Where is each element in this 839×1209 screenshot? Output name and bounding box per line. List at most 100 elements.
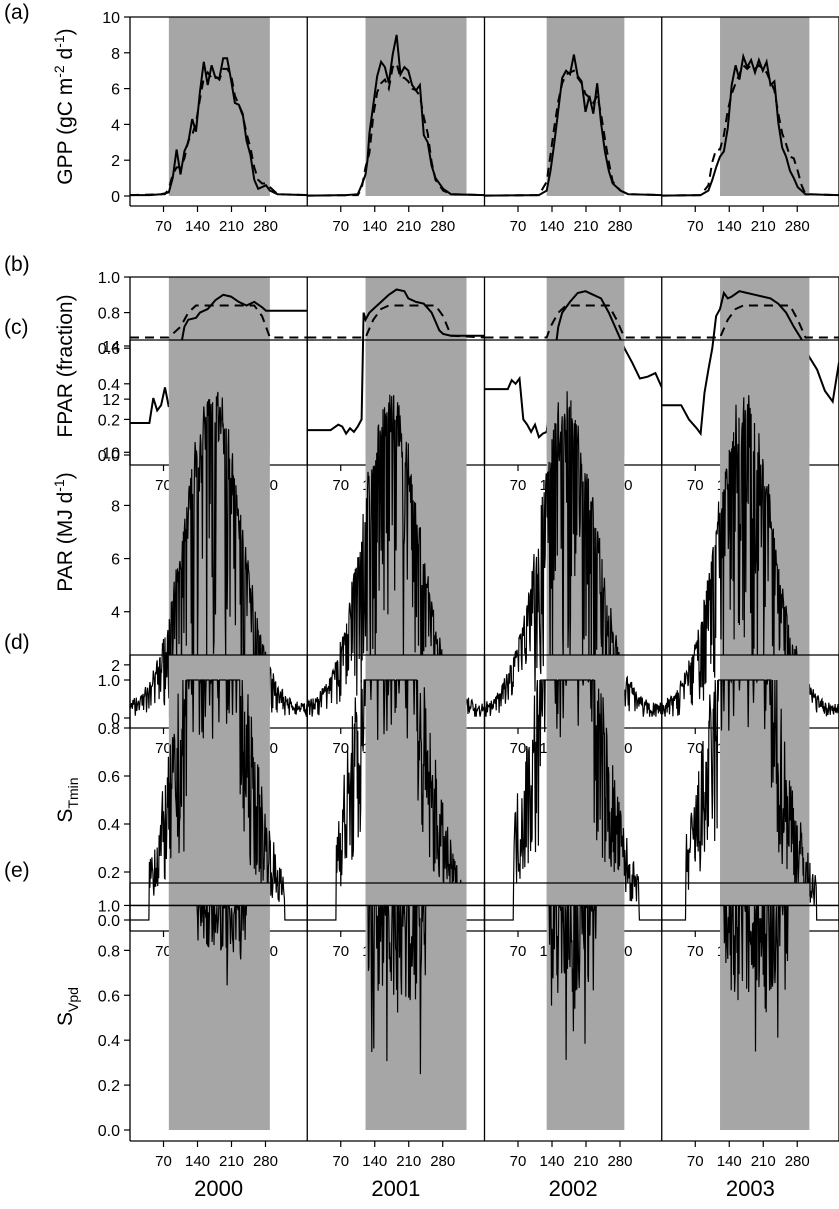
y-tick-label: 6 xyxy=(111,82,120,99)
growing-season-shade xyxy=(365,655,467,920)
dashed-series-line-2000 xyxy=(129,67,308,197)
solid-series-line-2000 xyxy=(130,679,308,921)
x-tick-label: 70 xyxy=(332,477,349,494)
x-tick-label: 280 xyxy=(430,1153,455,1170)
y-tick-label: 0.6 xyxy=(98,988,120,1005)
year-label-2000: 2000 xyxy=(194,1176,243,1201)
x-tick-label: 140 xyxy=(539,218,564,235)
solid-series-line-2003 xyxy=(661,679,839,921)
x-tick-label: 70 xyxy=(332,1153,349,1170)
x-tick-label: 70 xyxy=(510,218,527,235)
panel-letter: (a) xyxy=(4,1,30,24)
y-tick-label: 0.2 xyxy=(98,412,120,429)
y-tick-label: 0.8 xyxy=(98,721,120,738)
y-tick-label: 1.0 xyxy=(98,673,120,690)
x-tick-label: 70 xyxy=(687,218,704,235)
solid-series-line-2003 xyxy=(661,52,839,197)
x-tick-label: 140 xyxy=(717,1153,742,1170)
x-tick-label: 70 xyxy=(687,477,704,494)
panel-4: 0.00.20.40.60.81.07014021028070140210280… xyxy=(4,631,839,960)
growing-season-shade xyxy=(365,17,467,196)
y-tick-label: 1.0 xyxy=(98,898,120,915)
dashed-series-line-2002 xyxy=(484,69,662,197)
y-tick-label: 0.0 xyxy=(98,1123,120,1140)
x-tick-label: 140 xyxy=(362,1153,387,1170)
y-tick-label: 10 xyxy=(102,10,120,27)
y-axis-label: FPAR (fraction) xyxy=(54,294,77,437)
x-tick-label: 140 xyxy=(717,218,742,235)
y-tick-label: 2 xyxy=(111,658,120,675)
y-tick-label: 8 xyxy=(111,498,120,515)
solid-series-line-2003 xyxy=(661,395,839,717)
x-tick-label: 70 xyxy=(510,1153,527,1170)
x-tick-label: 70 xyxy=(155,218,172,235)
solid-series-line-2001 xyxy=(307,34,485,197)
solid-series-line-2002 xyxy=(484,54,662,197)
y-axis-label: GPP (gC m-2 d-1) xyxy=(51,28,77,184)
y-tick-label: 12 xyxy=(102,392,120,409)
y-tick-label: 0 xyxy=(111,189,120,206)
solid-series-line-2002 xyxy=(483,391,663,717)
solid-series-line-2001 xyxy=(307,679,485,921)
x-tick-label: 70 xyxy=(687,1153,704,1170)
x-tick-label: 280 xyxy=(785,1153,810,1170)
x-tick-label: 70 xyxy=(510,477,527,494)
panel-letter: (d) xyxy=(4,631,30,654)
x-tick-label: 70 xyxy=(332,943,349,960)
x-tick-label: 210 xyxy=(219,218,244,235)
solid-series-line-2000 xyxy=(129,391,308,717)
y-tick-label: 0 xyxy=(111,711,120,728)
x-tick-label: 140 xyxy=(362,218,387,235)
x-tick-label: 210 xyxy=(219,1153,244,1170)
y-tick-label: 4 xyxy=(111,117,120,134)
x-tick-label: 70 xyxy=(332,218,349,235)
x-tick-label: 70 xyxy=(332,740,349,757)
y-axis-label: STmin xyxy=(54,777,81,822)
solid-series-line-2002 xyxy=(484,679,662,921)
y-tick-label: 6 xyxy=(111,552,120,569)
y-tick-label: 4 xyxy=(111,605,120,622)
year-label-2002: 2002 xyxy=(549,1176,598,1201)
y-tick-label: 0.8 xyxy=(98,943,120,960)
dashed-series-line-2001 xyxy=(307,61,485,197)
solid-series-line-2001 xyxy=(307,288,485,436)
panel-letter: (c) xyxy=(4,316,29,339)
y-tick-label: 0.6 xyxy=(98,769,120,786)
x-tick-label: 70 xyxy=(687,740,704,757)
y-tick-label: 0.6 xyxy=(98,341,120,358)
year-label-2003: 2003 xyxy=(726,1176,775,1201)
x-tick-label: 280 xyxy=(253,218,278,235)
x-tick-label: 70 xyxy=(155,740,172,757)
x-tick-label: 140 xyxy=(185,218,210,235)
y-tick-label: 0.2 xyxy=(98,1078,120,1095)
x-tick-label: 70 xyxy=(155,943,172,960)
y-tick-label: 1.0 xyxy=(98,270,120,287)
x-tick-label: 70 xyxy=(510,943,527,960)
x-tick-label: 210 xyxy=(751,218,776,235)
x-tick-label: 70 xyxy=(155,1153,172,1170)
y-tick-label: 10 xyxy=(102,445,120,462)
growing-season-shade xyxy=(720,17,810,196)
growing-season-shade xyxy=(168,883,270,1130)
solid-series-line-2000 xyxy=(130,293,308,424)
y-tick-label: 0.4 xyxy=(98,377,120,394)
x-tick-label: 210 xyxy=(573,218,598,235)
x-tick-label: 280 xyxy=(607,218,632,235)
year-label-2001: 2001 xyxy=(371,1176,420,1201)
dashed-series-line-2002 xyxy=(484,304,662,339)
panel-letter: (b) xyxy=(4,253,30,276)
dashed-series-line-2001 xyxy=(307,304,485,339)
x-tick-label: 70 xyxy=(510,740,527,757)
x-tick-label: 70 xyxy=(687,943,704,960)
y-tick-label: 14 xyxy=(102,339,120,356)
x-tick-label: 280 xyxy=(253,1153,278,1170)
y-tick-label: 2 xyxy=(111,153,120,170)
y-axis-label: PAR (MJ d-1) xyxy=(51,472,77,591)
x-tick-label: 280 xyxy=(785,218,810,235)
x-tick-label: 140 xyxy=(185,1153,210,1170)
y-tick-label: 0.2 xyxy=(98,865,120,882)
solid-series-line-2002 xyxy=(484,290,663,440)
y-tick-label: 0.4 xyxy=(98,817,120,834)
panel-1: 0 2 4 6 8 10 70 140 210 280 70 140 210 280 70 140 210 280… xyxy=(4,1,839,235)
